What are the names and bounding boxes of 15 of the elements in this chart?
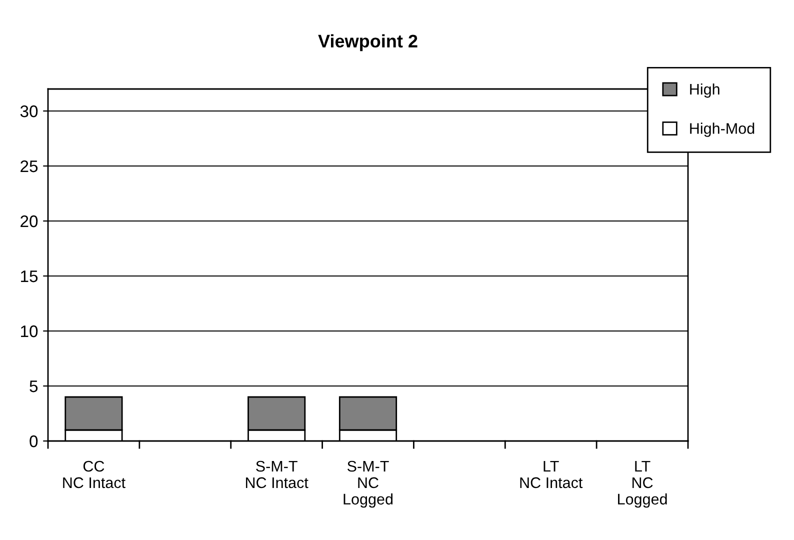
y-tick-label: 30 (20, 105, 38, 118)
y-tick-label: 10 (21, 325, 38, 338)
legend-label: High-Mod (690, 122, 754, 137)
x-tick-label: LT NC Intact (520, 461, 583, 488)
x-tick-label: S-M-T NC Logged (344, 460, 393, 508)
x-tick-label: S-M-T NC Intact (246, 460, 308, 488)
legend-label: High (690, 83, 720, 98)
y-tick-label: 25 (20, 160, 38, 172)
y-tick-label: 0 (30, 435, 38, 448)
y-tick-label: 5 (30, 380, 38, 392)
y-tick-label: 20 (20, 215, 38, 228)
x-tick-label: LT NC Logged (618, 461, 667, 508)
chart-title: Viewpoint 2 (318, 34, 418, 52)
x-tick-label: CC NC Intact (63, 460, 126, 488)
y-tick-label: 15 (21, 270, 38, 282)
